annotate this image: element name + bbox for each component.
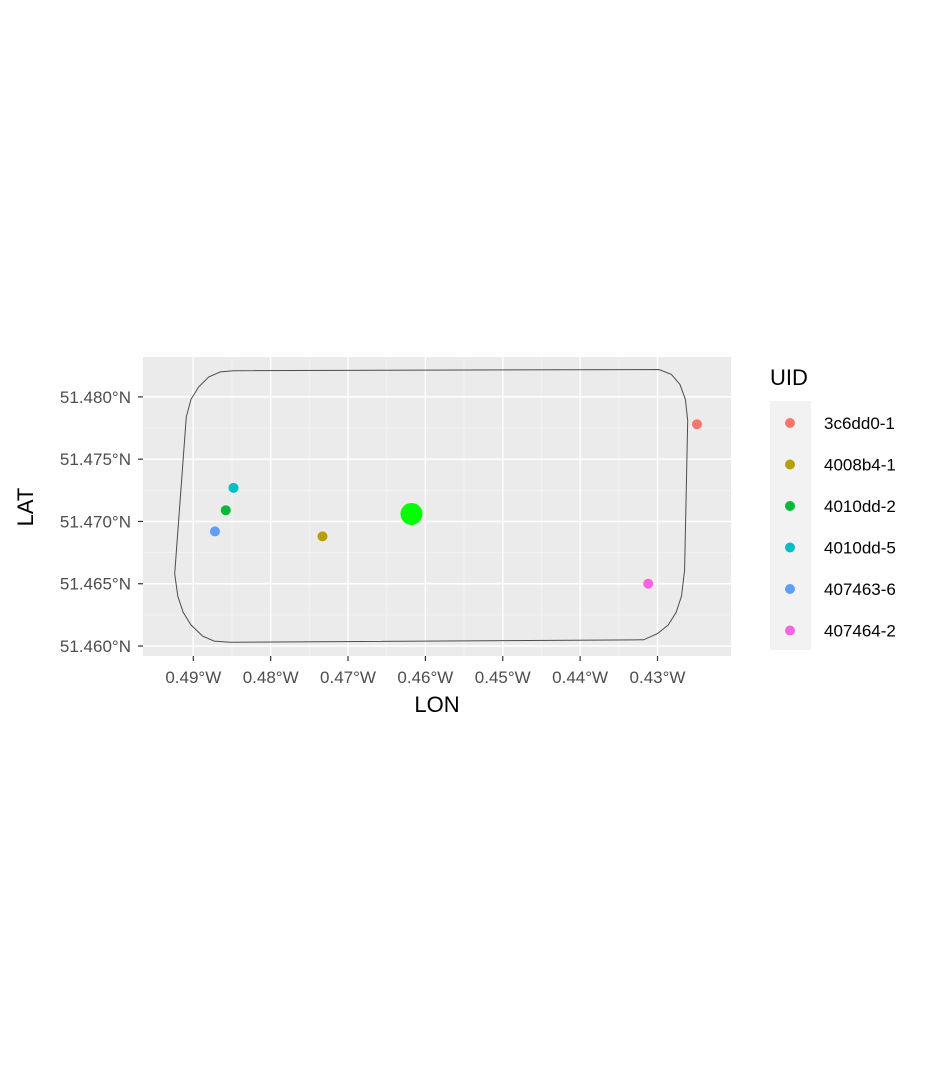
legend-key-407464-2 bbox=[785, 625, 795, 636]
legend-label-4010dd-2: 4010dd-2 bbox=[824, 497, 896, 516]
point-3c6dd0-1 bbox=[691, 419, 702, 430]
point-4010dd-2 bbox=[220, 505, 231, 516]
grid-major bbox=[143, 357, 731, 656]
point-407463-6 bbox=[209, 526, 220, 537]
x-tick-label: 0.47°W bbox=[320, 668, 376, 687]
x-axis: 0.49°W 0.48°W 0.47°W 0.46°W 0.45°W 0.44°W 0.43… bbox=[165, 656, 685, 687]
legend-key-background bbox=[770, 401, 811, 650]
point-4008b4-1 bbox=[317, 531, 328, 542]
legend-label-407464-2: 407464-2 bbox=[824, 622, 896, 641]
legend-key-407463-6 bbox=[785, 584, 795, 594]
x-tick-label: 0.45°W bbox=[475, 668, 531, 687]
legend-title: UID bbox=[770, 365, 808, 390]
legend-label-4008b4-1: 4008b4-1 bbox=[824, 456, 896, 475]
y-axis: 51.460°N 51.465°N 51.470°N 51.475°N 51.480°N bbox=[60, 388, 143, 656]
legend-key-4010dd-2 bbox=[785, 501, 795, 511]
point-407464-2 bbox=[643, 578, 654, 589]
x-tick-label: 0.48°W bbox=[243, 668, 299, 687]
grid-minor bbox=[143, 357, 731, 656]
legend-key-3c6dd0-1 bbox=[785, 418, 795, 428]
x-tick-label: 0.46°W bbox=[397, 668, 453, 687]
boundary-outline bbox=[174, 368, 689, 643]
data-points bbox=[209, 419, 702, 589]
y-tick-label: 51.470°N bbox=[60, 512, 131, 531]
y-tick-label: 51.460°N bbox=[60, 637, 131, 656]
x-tick-label: 0.44°W bbox=[552, 668, 608, 687]
legend-label-407463-6: 407463-6 bbox=[824, 580, 896, 599]
y-tick-label: 51.475°N bbox=[60, 450, 131, 469]
y-tick-label: 51.480°N bbox=[60, 388, 131, 407]
legend-label-3c6dd0-1: 3c6dd0-1 bbox=[824, 414, 895, 433]
legend-label-4010dd-5: 4010dd-5 bbox=[824, 539, 896, 558]
x-axis-title: LON bbox=[414, 692, 459, 717]
x-tick-label: 0.49°W bbox=[165, 668, 221, 687]
point-4010dd-5 bbox=[228, 482, 239, 493]
panel-background bbox=[143, 357, 731, 656]
legend-key-4008b4-1 bbox=[785, 459, 795, 470]
centroid-point bbox=[400, 502, 423, 525]
y-axis-title: LAT bbox=[13, 488, 38, 527]
y-tick-label: 51.465°N bbox=[60, 575, 131, 594]
legend: 3c6dd0-1 4008b4-1 4010dd-2 4010dd-5 407463-6… bbox=[770, 401, 896, 650]
x-tick-label: 0.43°W bbox=[630, 668, 686, 687]
legend-key-4010dd-5 bbox=[785, 542, 795, 553]
